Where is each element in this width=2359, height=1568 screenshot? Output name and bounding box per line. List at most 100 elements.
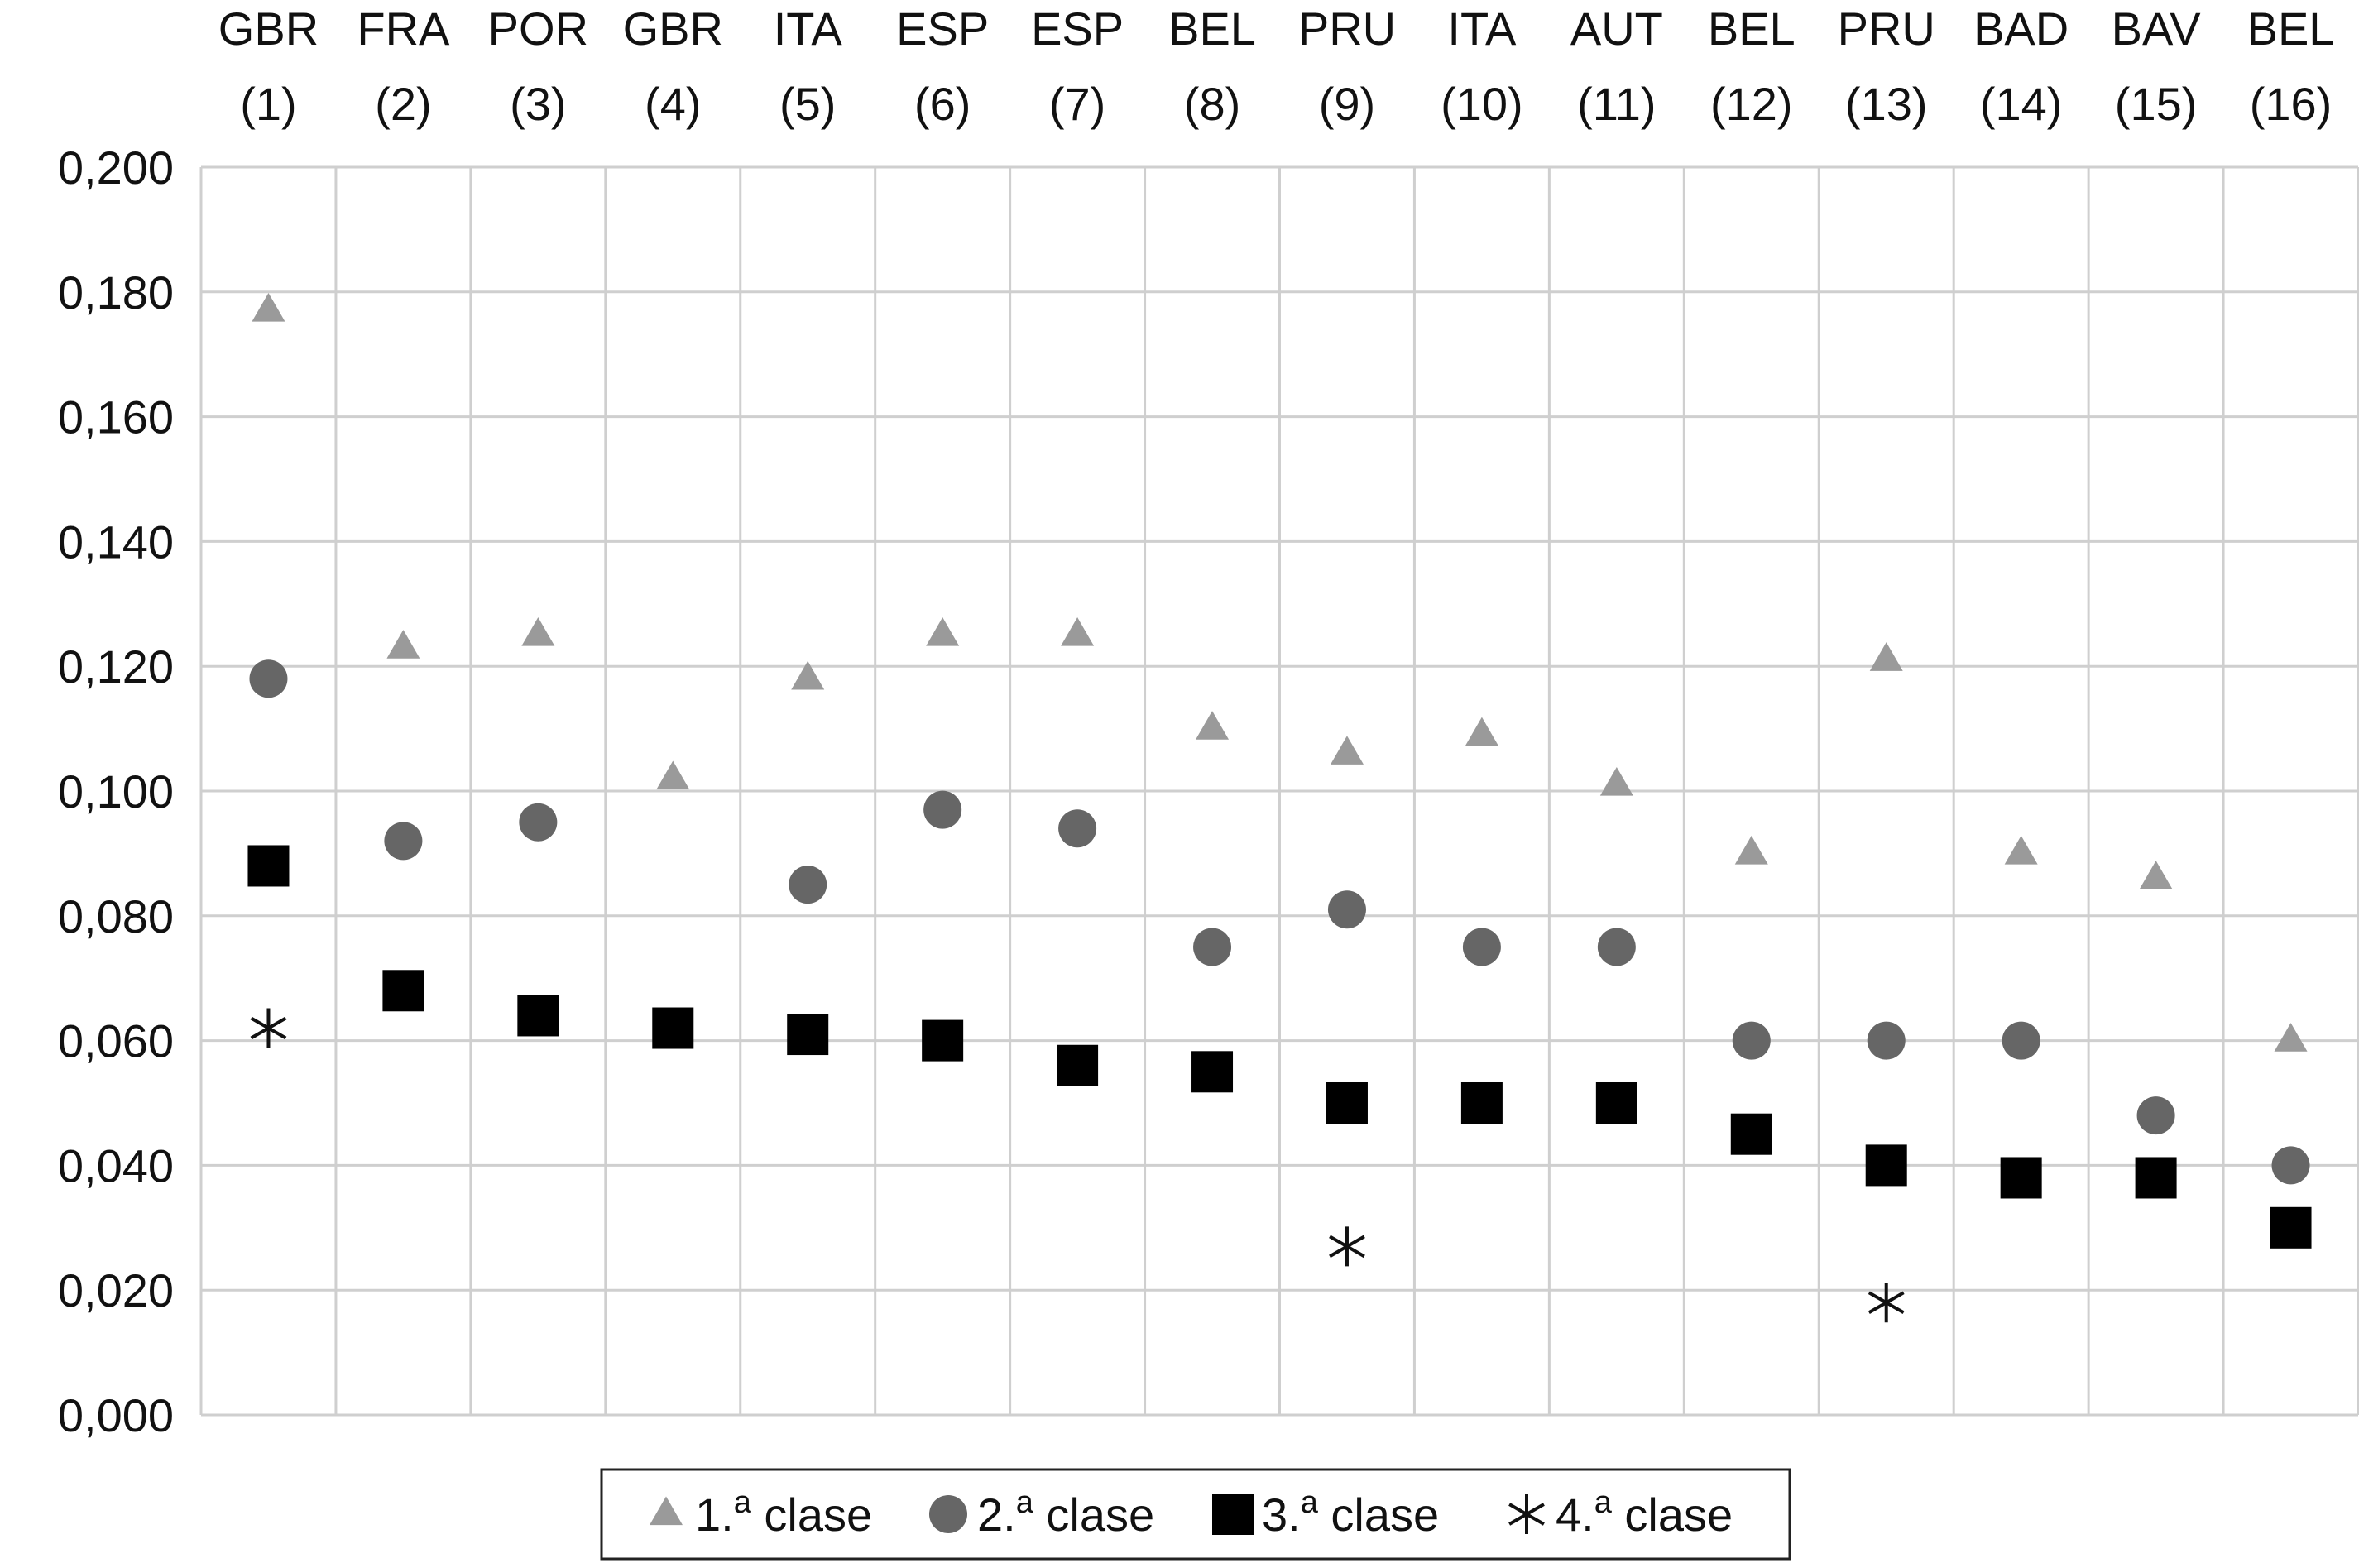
data-point-circle xyxy=(2271,1146,2310,1185)
data-point-triangle xyxy=(1599,766,1633,796)
data-point-square xyxy=(1057,1044,1099,1086)
legend-marker-circle xyxy=(929,1495,967,1533)
data-point-square xyxy=(1460,1082,1503,1124)
x-category-number: (12) xyxy=(1710,78,1793,130)
data-point-triangle xyxy=(521,617,555,646)
x-category-number: (4) xyxy=(645,78,701,130)
data-point-triangle xyxy=(1196,711,1230,740)
x-category-label: ITA xyxy=(1447,2,1517,55)
x-category-label: PRU xyxy=(1298,2,1396,55)
x-category-number: (16) xyxy=(2250,78,2333,130)
y-tick-label: 0,020 xyxy=(58,1264,174,1316)
data-point-circle xyxy=(923,790,962,829)
data-point-circle xyxy=(384,822,423,861)
x-category-number: (2) xyxy=(375,78,431,130)
data-point-triangle xyxy=(1330,736,1364,765)
data-point-triangle xyxy=(1869,642,1903,671)
x-category-number: (13) xyxy=(1845,78,1928,130)
data-point-triangle xyxy=(2274,1023,2308,1052)
x-category-number: (14) xyxy=(1980,78,2063,130)
x-category-label: BEL xyxy=(1168,2,1256,55)
data-point-triangle xyxy=(1734,835,1768,865)
data-point-circle xyxy=(1327,890,1366,929)
data-point-triangle xyxy=(386,630,420,659)
x-category-label: ITA xyxy=(774,2,843,55)
y-tick-label: 0,120 xyxy=(58,640,174,693)
data-point-triangle xyxy=(2004,835,2038,865)
x-category-number: (3) xyxy=(510,78,566,130)
x-category-label: BAD xyxy=(1973,2,2069,55)
y-tick-label: 0,180 xyxy=(58,266,174,319)
x-category-label: GBR xyxy=(623,2,723,55)
data-point-circle xyxy=(2136,1096,2175,1135)
y-axis-ticks: 0,000 0,020 0,040 0,060 0,080 0,100 0,120 0,140… xyxy=(58,141,174,1441)
y-tick-label: 0,060 xyxy=(58,1015,174,1067)
legend-label: 3.a clase xyxy=(1262,1485,1439,1541)
legend-label: 2.a clase xyxy=(977,1485,1154,1541)
data-point-circle xyxy=(2002,1021,2040,1060)
data-point-triangle xyxy=(2139,861,2173,889)
y-tick-label: 0,100 xyxy=(58,765,174,818)
x-category-number: (7) xyxy=(1049,78,1105,130)
data-point-square xyxy=(1595,1082,1637,1124)
data-point-circle xyxy=(1058,809,1097,848)
data-point-circle xyxy=(249,659,288,698)
y-tick-label: 0,000 xyxy=(58,1389,174,1441)
data-point-square xyxy=(247,845,290,887)
data-point-square xyxy=(922,1019,964,1062)
data-point-triangle xyxy=(791,660,825,690)
data-point-square xyxy=(652,1007,694,1049)
data-point-square xyxy=(1326,1082,1368,1124)
x-category-number: (11) xyxy=(1577,78,1656,130)
data-point-asterisk xyxy=(1329,1226,1365,1267)
data-point-square xyxy=(1865,1144,1907,1187)
legend: 1.a clase 2.a clase 3.a clase 4.a clase xyxy=(600,1468,1791,1561)
x-category-label: ESP xyxy=(1031,2,1124,55)
data-point-circle xyxy=(1193,928,1232,966)
data-point-square xyxy=(382,970,424,1012)
grid xyxy=(199,165,2359,1417)
x-category-label: POR xyxy=(488,2,588,55)
data-point-circle xyxy=(789,866,827,904)
data-point-square xyxy=(2270,1206,2312,1249)
x-category-label: PRU xyxy=(1838,2,1935,55)
y-tick-label: 0,140 xyxy=(58,515,174,568)
data-point-square xyxy=(787,1014,829,1056)
data-point-circle xyxy=(519,803,558,842)
legend-label: 4.a clase xyxy=(1556,1485,1733,1541)
data-point-asterisk xyxy=(1868,1283,1905,1323)
data-point-triangle xyxy=(1465,717,1498,746)
x-category-label: AUT xyxy=(1570,2,1663,55)
legend-marker-asterisk xyxy=(1508,1494,1545,1534)
x-category-label: BAV xyxy=(2112,2,2202,55)
x-category-label: BEL xyxy=(1708,2,1796,55)
data-point-triangle xyxy=(1061,617,1095,646)
x-category-number: (5) xyxy=(779,78,836,130)
data-point-triangle xyxy=(656,760,690,790)
data-points xyxy=(247,292,2312,1323)
data-point-square xyxy=(2135,1157,2177,1199)
x-category-number: (10) xyxy=(1441,78,1523,130)
data-point-square xyxy=(517,995,559,1037)
x-category-label: GBR xyxy=(218,2,319,55)
data-point-asterisk xyxy=(250,1008,287,1048)
x-category-number: (1) xyxy=(240,78,296,130)
data-point-square xyxy=(2000,1157,2042,1199)
x-category-label: ESP xyxy=(896,2,989,55)
y-tick-label: 0,200 xyxy=(58,141,174,194)
x-axis-category-labels: GBR (1) FRA (2) POR (3) GBR (4) ITA (5) ESP (6) ESP (… xyxy=(218,2,2335,130)
data-point-triangle xyxy=(252,292,285,322)
data-point-triangle xyxy=(926,617,960,646)
x-category-label: BEL xyxy=(2247,2,2335,55)
legend-marker-square xyxy=(1212,1494,1254,1535)
x-category-number: (15) xyxy=(2115,78,2198,130)
data-point-circle xyxy=(1732,1021,1771,1060)
data-point-circle xyxy=(1867,1021,1906,1060)
y-tick-label: 0,160 xyxy=(58,391,174,444)
y-tick-label: 0,040 xyxy=(58,1139,174,1192)
data-point-square xyxy=(1730,1113,1772,1155)
data-point-square xyxy=(1191,1051,1234,1093)
data-point-circle xyxy=(1597,928,1636,966)
